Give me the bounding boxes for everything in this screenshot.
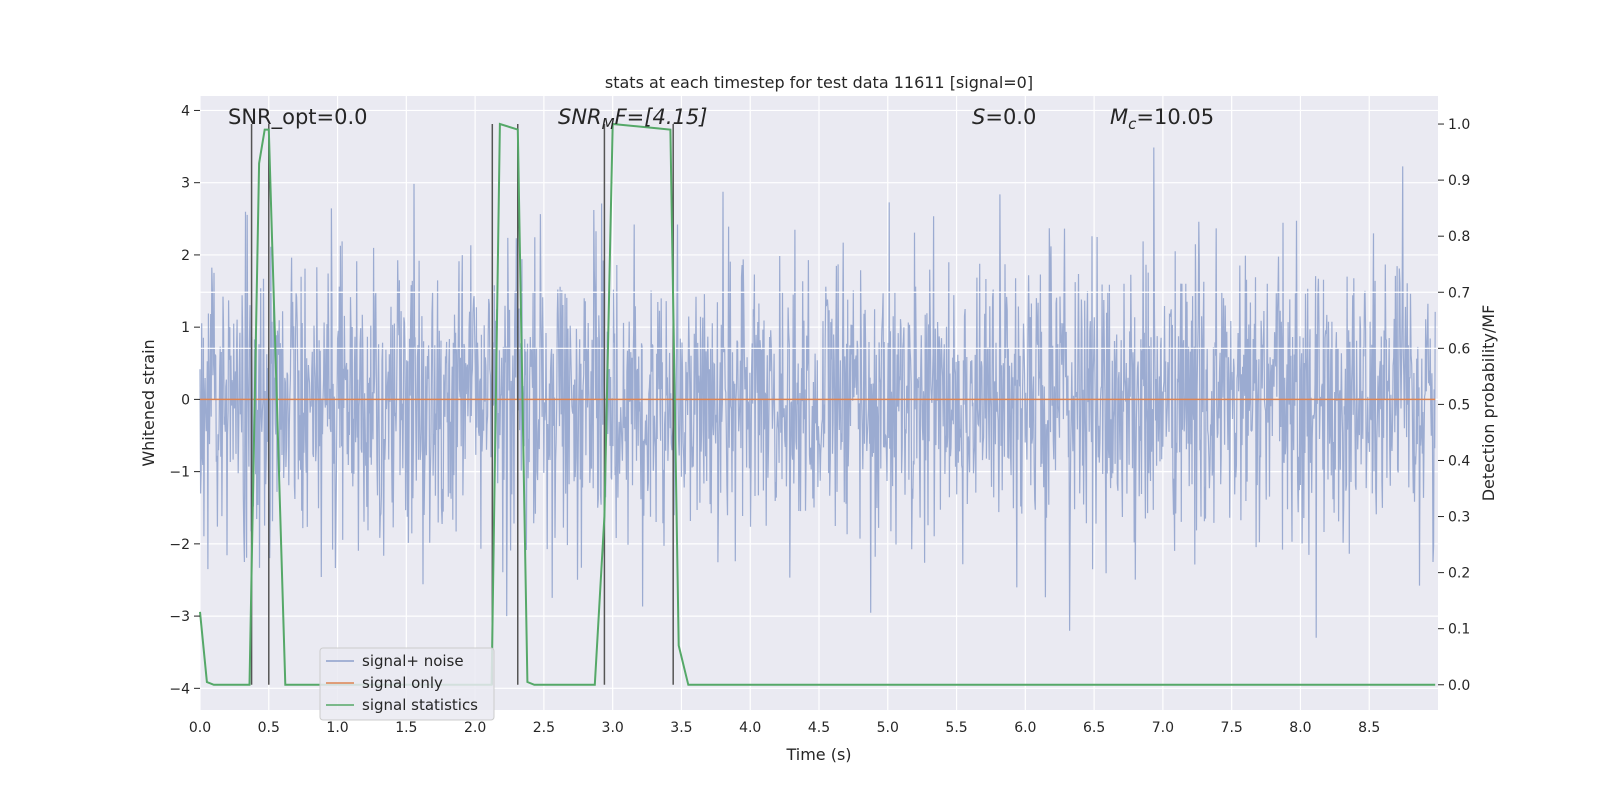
x-tick-label: 6.5 [1083, 720, 1105, 736]
x-tick-label: 4.5 [808, 720, 830, 736]
y-tick-label-right: 0.1 [1448, 622, 1470, 638]
y-axis-left: −4 −3 −2 −1 0 1 2 3 4 [169, 103, 200, 697]
y-tick-label-right: 0.5 [1448, 397, 1470, 413]
x-tick-label: 1.5 [395, 720, 417, 736]
y-tick-label-left: −1 [169, 465, 190, 481]
x-tick-label: 7.0 [1152, 720, 1174, 736]
x-tick-label: 3.0 [602, 720, 624, 736]
y-axis-right: 0.0 0.1 0.2 0.3 0.4 0.5 0.6 0.7 0.8 0.9 1.0 [1438, 117, 1470, 694]
y-tick-label-right: 0.4 [1448, 453, 1470, 469]
y-tick-label-right: 0.3 [1448, 510, 1470, 526]
y-axis-left-label: Whitened strain [139, 339, 158, 466]
x-tick-label: 1.0 [326, 720, 348, 736]
y-axis-right-label: Detection probability/MF [1479, 305, 1498, 502]
y-tick-label-right: 0.9 [1448, 173, 1470, 189]
x-tick-label: 8.5 [1358, 720, 1380, 736]
y-tick-label-left: −3 [169, 609, 190, 625]
y-tick-label-left: 4 [181, 103, 190, 119]
y-tick-label-right: 0.0 [1448, 678, 1470, 694]
annotation-s: S=0.0 [972, 105, 1036, 129]
series-signal-statistics [199, 122, 1436, 686]
x-tick-label: 2.0 [464, 720, 486, 736]
y-tick-label-right: 1.0 [1448, 117, 1470, 133]
annotation-snr-opt: SNR_opt=0.0 [228, 105, 368, 130]
y-tick-label-right: 0.7 [1448, 285, 1470, 301]
y-tick-label-right: 0.2 [1448, 566, 1470, 582]
legend-label-signal-noise: signal+ noise [362, 652, 464, 670]
series-layer [199, 122, 1438, 686]
x-tick-label: 2.5 [533, 720, 555, 736]
x-tick-label: 5.5 [945, 720, 967, 736]
legend-box [319, 647, 495, 721]
x-tick-label: 3.5 [670, 720, 692, 736]
x-axis: 0.0 0.5 1.0 1.5 2.0 2.5 3.0 3.5 4.0 4.5 5.0 5.5 6.0 6… [189, 720, 1380, 736]
y-tick-label-left: 0 [181, 392, 190, 408]
series-signal-noise [199, 147, 1436, 638]
x-tick-label: 7.5 [1221, 720, 1243, 736]
chart-title: stats at each timestep for test data 116… [605, 73, 1033, 92]
legend-label-signal-only: signal only [362, 674, 443, 692]
y-tick-label-right: 0.8 [1448, 229, 1470, 245]
annotation-snr-mf: SNRMF=[4.15] [558, 105, 707, 133]
x-tick-label: 8.0 [1289, 720, 1311, 736]
y-tick-label-left: −4 [169, 681, 190, 697]
y-tick-label-left: 2 [181, 248, 190, 264]
x-tick-label: 5.0 [877, 720, 899, 736]
x-tick-label: 6.0 [1014, 720, 1036, 736]
legend: signal+ noise signal only signal statist… [319, 647, 495, 721]
legend-label-signal-statistics: signal statistics [362, 696, 478, 714]
y-tick-label-left: −2 [169, 537, 190, 553]
y-tick-label-left: 3 [181, 176, 190, 192]
x-tick-label: 0.0 [189, 720, 211, 736]
annotation-mc: Mc=10.05 [1110, 105, 1214, 133]
x-tick-label: 0.5 [258, 720, 280, 736]
x-tick-label: 4.0 [739, 720, 761, 736]
y-tick-label-left: 1 [181, 320, 190, 336]
y-tick-label-right: 0.6 [1448, 341, 1470, 357]
x-axis-label: Time (s) [785, 745, 851, 764]
